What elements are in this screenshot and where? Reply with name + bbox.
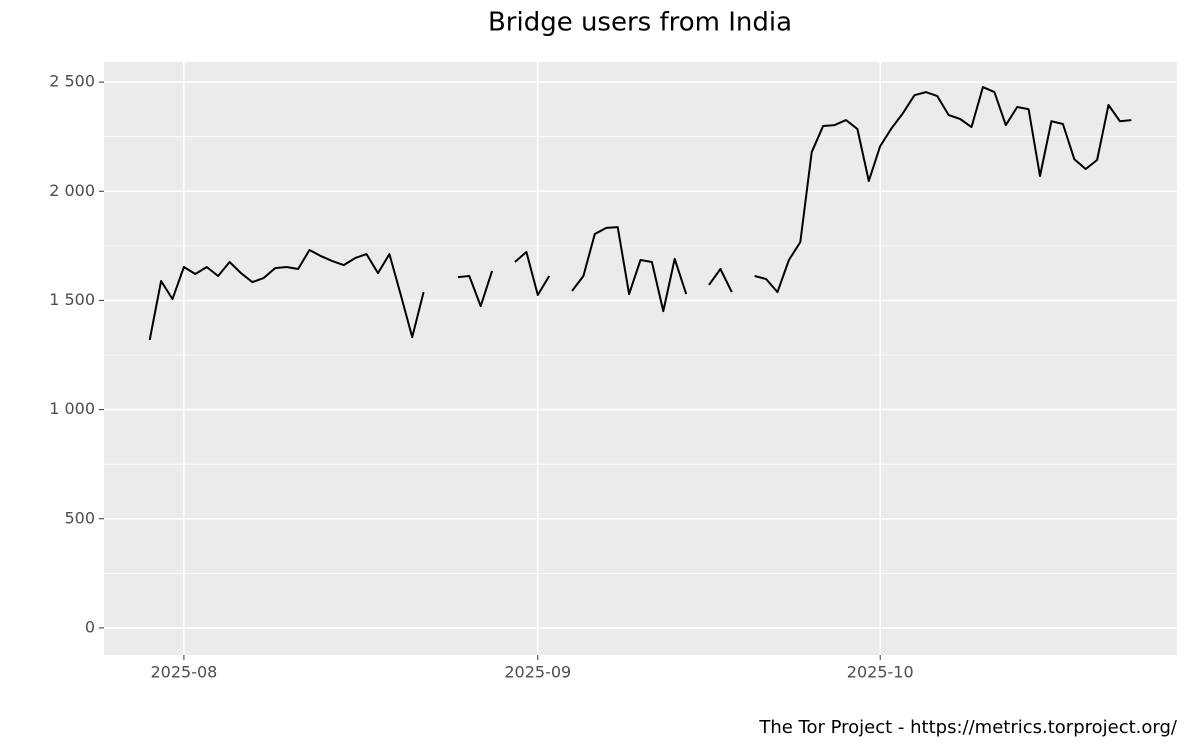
x-tick-label: 2025-10 (847, 663, 914, 682)
x-tick-label: 2025-08 (150, 663, 217, 682)
y-tick-label: 2 500 (49, 72, 95, 91)
y-tick-label: 1 000 (49, 399, 95, 418)
x-tick-label: 2025-09 (504, 663, 571, 682)
line (148, 86, 1132, 341)
y-tick-label: 2 000 (49, 181, 95, 200)
y-tick-label: 0 (85, 617, 95, 636)
chart-title: Bridge users from India (488, 8, 792, 38)
plot-background (104, 62, 1177, 655)
caption: The Tor Project - https://metrics.torpro… (758, 717, 1178, 738)
y-tick-label: 500 (64, 508, 95, 527)
y-tick-label: 1 500 (49, 290, 95, 309)
